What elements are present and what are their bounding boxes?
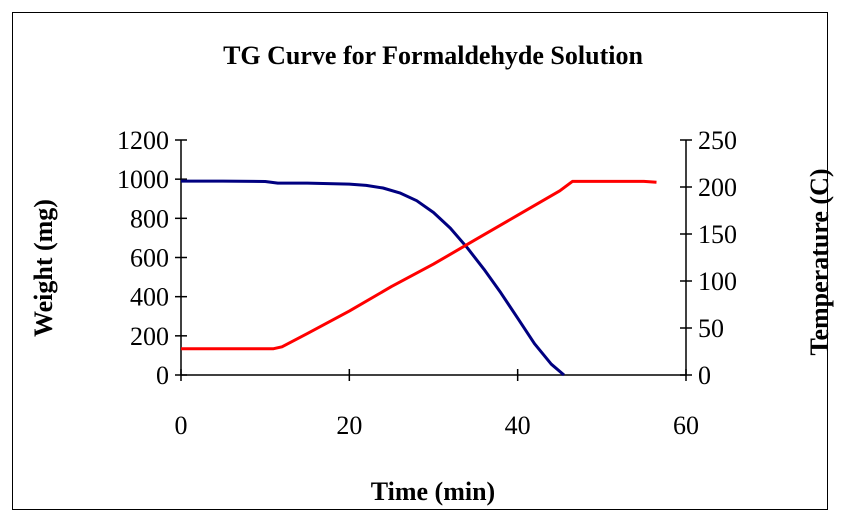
y2-tick-label: 250 [698, 126, 737, 155]
y-tick-label: 200 [130, 322, 169, 351]
y2-tick-label: 100 [698, 267, 737, 296]
y-axis-title: Weight (mg) [29, 199, 58, 337]
y-tick-label: 400 [130, 283, 169, 312]
y-tick-label: 800 [130, 204, 169, 233]
y2-tick-label: 200 [698, 173, 737, 202]
y2-tick-label: 0 [698, 361, 711, 390]
y2-tick-label: 50 [698, 314, 724, 343]
x-tick-label: 40 [505, 411, 531, 440]
x-tick-label: 0 [175, 411, 188, 440]
x-tick-label: 60 [673, 411, 699, 440]
y-tick-label: 1200 [117, 126, 169, 155]
y-tick-label: 1000 [117, 165, 169, 194]
temperature-series-line [181, 179, 657, 351]
y2-tick-label: 150 [698, 220, 737, 249]
x-tick-label: 20 [336, 411, 362, 440]
weight-series-line [181, 179, 565, 377]
plot-area: 0 200 400 600 800 1000 1200 0 50 100 150 200 250 0 20 4… [117, 126, 737, 440]
y2-axis-title: Temperature (C) [805, 168, 834, 355]
x-axis-title: Time (min) [371, 477, 495, 506]
chart-title: TG Curve for Formaldehyde Solution [223, 41, 643, 70]
y-tick-label: 0 [156, 361, 169, 390]
chart-frame [12, 12, 828, 510]
y-tick-label: 600 [130, 244, 169, 273]
